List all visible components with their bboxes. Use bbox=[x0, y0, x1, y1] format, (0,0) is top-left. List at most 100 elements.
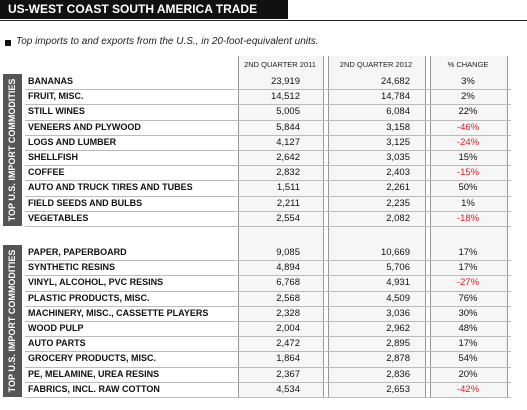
commodity: BANANAS bbox=[28, 76, 73, 86]
value-2011: 2,472 bbox=[276, 338, 300, 350]
value-2011: 23,919 bbox=[270, 76, 300, 87]
column-header: 2ND QUARTER 2012 bbox=[339, 60, 413, 69]
value-2012: 2,082 bbox=[386, 212, 410, 224]
value-2011: 14,512 bbox=[270, 91, 300, 103]
column-header: 2ND QUARTER 2011 bbox=[244, 60, 316, 69]
row-line bbox=[25, 180, 511, 182]
commodity: WOOD PULP bbox=[28, 323, 84, 333]
pct-change: 1% bbox=[461, 197, 475, 209]
row-line bbox=[25, 336, 511, 338]
title: US-WEST COAST SOUTH AMERICA TRADE bbox=[0, 0, 288, 19]
value-2011: 4,127 bbox=[276, 136, 300, 148]
value-2012: 2,235 bbox=[386, 197, 410, 209]
pct-change: 2% bbox=[461, 91, 475, 103]
commodity: PE, MELAMINE, UREA RESINS bbox=[28, 368, 160, 379]
pct-change: 3% bbox=[461, 76, 475, 87]
value-2012: 2,878 bbox=[386, 353, 410, 365]
value-2011: 2,211 bbox=[276, 197, 300, 209]
commodity: FIELD SEEDS AND BULBS bbox=[28, 197, 143, 208]
commodity: AUTO PARTS bbox=[28, 338, 86, 349]
row-line bbox=[25, 290, 511, 292]
value-2011: 2,568 bbox=[276, 292, 300, 304]
row-line bbox=[25, 226, 511, 227]
commodity: FABRICS, INCL. RAW COTTON bbox=[28, 383, 160, 394]
value-2012: 4,931 bbox=[386, 277, 410, 289]
value-2012: 3,036 bbox=[386, 307, 410, 319]
commodity: FRUIT, MISC. bbox=[28, 91, 84, 102]
value-2012: 3,125 bbox=[386, 136, 410, 148]
pct-change: 17% bbox=[458, 338, 478, 350]
row-line bbox=[25, 275, 511, 277]
section-bar bbox=[3, 74, 22, 226]
value-2011: 9,085 bbox=[276, 247, 300, 258]
pct-change: 30% bbox=[458, 307, 478, 319]
rule bbox=[0, 20, 527, 21]
column-box bbox=[328, 56, 426, 398]
commodity: AUTO AND TRUCK TIRES AND TUBES bbox=[28, 182, 193, 193]
commodity: STILL WINES bbox=[28, 106, 85, 117]
row-line bbox=[25, 165, 511, 167]
row-line bbox=[25, 195, 511, 197]
value-2011: 2,832 bbox=[276, 167, 300, 179]
section-label: TOP U.S. IMPORT COMMODITIES bbox=[7, 249, 17, 393]
pct-change: 50% bbox=[458, 182, 478, 194]
pct-change: 17% bbox=[458, 262, 478, 274]
value-2012: 5,706 bbox=[386, 262, 410, 274]
value-2011: 5,844 bbox=[276, 121, 300, 133]
commodity: VENEERS AND PLYWOOD bbox=[28, 121, 141, 132]
pct-change: 22% bbox=[458, 106, 478, 118]
pct-change: 54% bbox=[458, 353, 478, 365]
column-header: % CHANGE bbox=[447, 60, 489, 69]
value-2012: 2,895 bbox=[386, 338, 410, 350]
row-line bbox=[25, 260, 511, 262]
commodity: MACHINERY, MISC., CASSETTE PLAYERS bbox=[28, 307, 209, 318]
value-2012: 4,509 bbox=[386, 292, 410, 304]
pct-change: 76% bbox=[458, 292, 478, 304]
value-2012: 24,682 bbox=[380, 76, 410, 87]
row-line bbox=[25, 321, 511, 322]
row-line bbox=[25, 381, 511, 383]
row-line bbox=[25, 150, 511, 151]
value-2012: 6,084 bbox=[386, 106, 410, 118]
section-label: TOP U.S. IMPORT COMMODITIES bbox=[7, 78, 17, 222]
row-line bbox=[25, 104, 511, 106]
row-line bbox=[25, 210, 511, 212]
pct-change: -42% bbox=[456, 383, 480, 395]
row-line bbox=[25, 366, 511, 368]
commodity: PAPER, PAPERBOARD bbox=[28, 247, 127, 257]
value-2011: 2,554 bbox=[276, 212, 300, 224]
commodity: VINYL, ALCOHOL, PVC RESINS bbox=[28, 277, 164, 288]
value-2011: 4,894 bbox=[276, 262, 300, 274]
value-2011: 6,768 bbox=[276, 277, 300, 289]
column-box bbox=[430, 56, 508, 398]
value-2012: 3,158 bbox=[386, 121, 410, 133]
pct-change: -15% bbox=[456, 167, 480, 179]
value-2012: 2,962 bbox=[386, 323, 410, 334]
pct-change: -46% bbox=[456, 121, 480, 133]
commodity: COFFEE bbox=[28, 167, 65, 178]
value-2012: 10,669 bbox=[380, 247, 410, 258]
row-line bbox=[25, 134, 511, 136]
pct-change: 15% bbox=[458, 152, 478, 163]
commodity: PLASTIC PRODUCTS, MISC. bbox=[28, 292, 150, 303]
value-2012: 2,403 bbox=[386, 167, 410, 179]
commodity: GROCERY PRODUCTS, MISC. bbox=[28, 353, 157, 364]
value-2012: 2,836 bbox=[386, 368, 410, 380]
value-2011: 2,367 bbox=[276, 368, 300, 380]
commodity: LOGS AND LUMBER bbox=[28, 136, 117, 147]
pct-change: 17% bbox=[458, 247, 478, 258]
pct-change: 48% bbox=[458, 323, 478, 334]
commodity: SHELLFISH bbox=[28, 152, 79, 162]
value-2011: 2,642 bbox=[276, 152, 300, 163]
bullet bbox=[5, 40, 11, 46]
value-2012: 14,784 bbox=[380, 91, 410, 103]
commodity: VEGETABLES bbox=[28, 212, 89, 223]
pct-change: -24% bbox=[456, 136, 480, 148]
commodity: SYNTHETIC RESINS bbox=[28, 262, 116, 273]
row-line bbox=[25, 351, 511, 353]
value-2012: 3,035 bbox=[386, 152, 410, 163]
row-line bbox=[25, 305, 511, 307]
value-2011: 2,328 bbox=[276, 307, 300, 319]
pct-change: -27% bbox=[456, 277, 480, 289]
